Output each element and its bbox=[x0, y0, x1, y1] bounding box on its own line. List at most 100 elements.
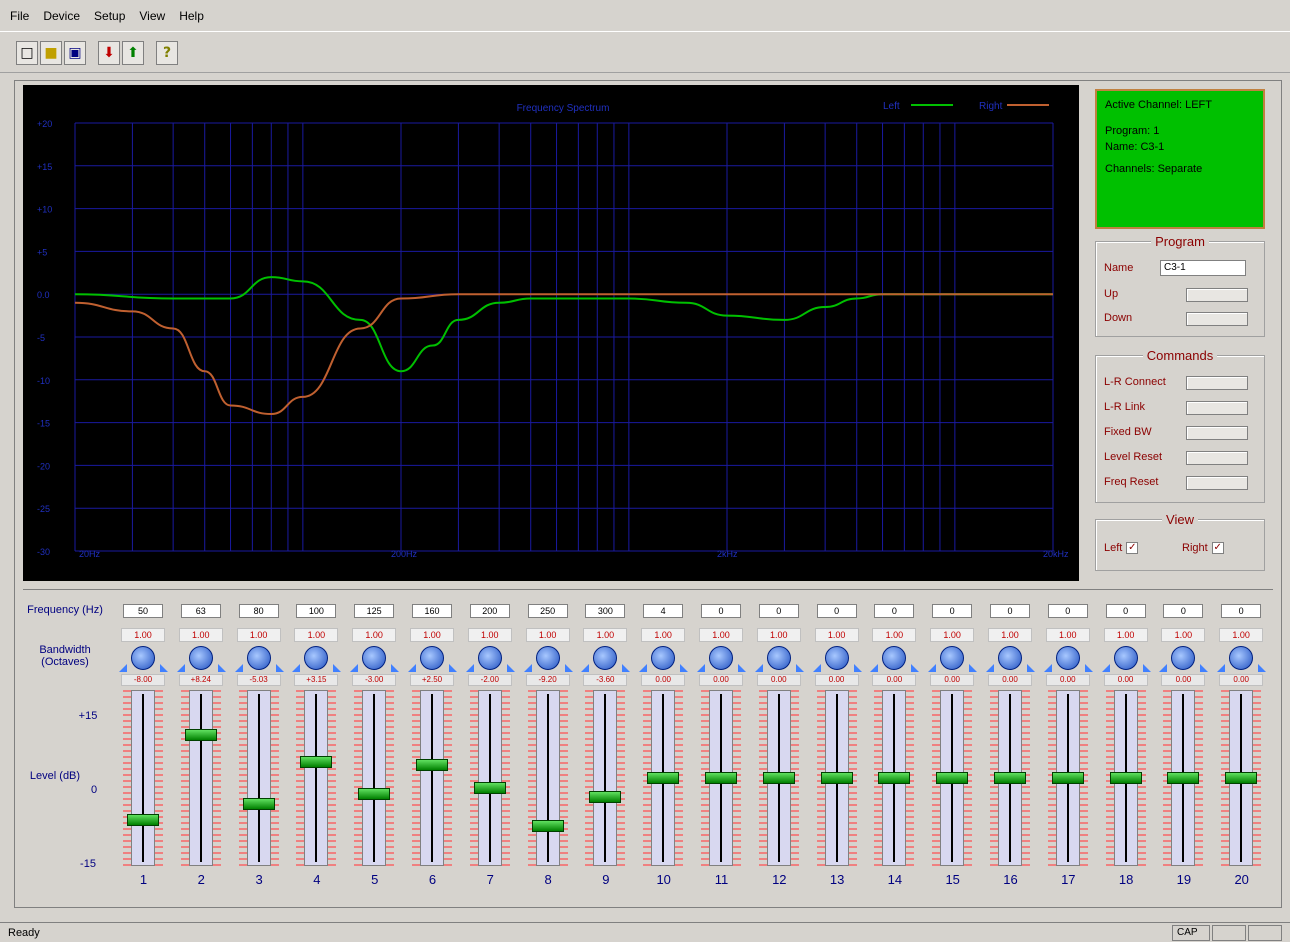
bandwidth-increase-icon[interactable] bbox=[1200, 664, 1209, 672]
band-frequency-input[interactable]: 0 bbox=[758, 604, 799, 618]
band-frequency-input[interactable]: 50 bbox=[123, 604, 163, 618]
level-slider-thumb[interactable] bbox=[300, 756, 333, 768]
level-slider-track[interactable] bbox=[758, 690, 799, 866]
bandwidth-decrease-icon[interactable] bbox=[870, 664, 879, 672]
bandwidth-increase-icon[interactable] bbox=[853, 664, 862, 672]
bandwidth-decrease-icon[interactable] bbox=[812, 664, 821, 672]
band-frequency-input[interactable]: 0 bbox=[816, 604, 857, 618]
bandwidth-increase-icon[interactable] bbox=[1084, 664, 1093, 672]
level-slider-track[interactable] bbox=[123, 690, 163, 866]
lr-connect-button[interactable] bbox=[1186, 376, 1248, 390]
bandwidth-knob[interactable] bbox=[304, 646, 329, 670]
level-slider-thumb[interactable] bbox=[127, 814, 159, 826]
level-slider-thumb[interactable] bbox=[1225, 772, 1258, 784]
bandwidth-knob[interactable] bbox=[477, 646, 502, 670]
freq-reset-button[interactable] bbox=[1186, 476, 1248, 490]
level-slider-track[interactable] bbox=[180, 690, 221, 866]
band-frequency-input[interactable]: 0 bbox=[932, 604, 973, 618]
level-slider-thumb[interactable] bbox=[1167, 772, 1200, 784]
level-slider-track[interactable] bbox=[1047, 690, 1088, 866]
save-disk-icon[interactable]: ▣ bbox=[64, 40, 86, 65]
level-slider-thumb[interactable] bbox=[589, 791, 622, 803]
band-frequency-input[interactable]: 0 bbox=[1047, 604, 1088, 618]
bandwidth-increase-icon[interactable] bbox=[1142, 664, 1151, 672]
fixed-bw-button[interactable] bbox=[1186, 426, 1248, 440]
menu-file[interactable]: File bbox=[10, 8, 30, 23]
menu-help[interactable]: Help bbox=[179, 8, 204, 23]
bandwidth-knob[interactable] bbox=[1055, 646, 1080, 670]
bandwidth-decrease-icon[interactable] bbox=[754, 664, 763, 672]
level-slider-thumb[interactable] bbox=[820, 772, 853, 784]
bandwidth-decrease-icon[interactable] bbox=[350, 664, 359, 672]
level-slider-thumb[interactable] bbox=[1051, 772, 1084, 784]
bandwidth-decrease-icon[interactable] bbox=[1043, 664, 1052, 672]
upload-arrow-icon[interactable]: ⬆ bbox=[122, 40, 144, 65]
level-slider-track[interactable] bbox=[469, 690, 510, 866]
level-slider-thumb[interactable] bbox=[762, 772, 795, 784]
bandwidth-knob[interactable] bbox=[1171, 646, 1196, 670]
bandwidth-decrease-icon[interactable] bbox=[1101, 664, 1110, 672]
bandwidth-decrease-icon[interactable] bbox=[523, 664, 532, 672]
level-slider-thumb[interactable] bbox=[184, 729, 217, 741]
level-slider-track[interactable] bbox=[412, 690, 452, 866]
bandwidth-increase-icon[interactable] bbox=[564, 664, 573, 672]
level-slider-thumb[interactable] bbox=[416, 759, 448, 771]
level-slider-track[interactable] bbox=[701, 690, 741, 866]
level-slider-track[interactable] bbox=[238, 690, 279, 866]
band-frequency-input[interactable]: 0 bbox=[990, 604, 1030, 618]
band-frequency-input[interactable]: 0 bbox=[874, 604, 915, 618]
band-frequency-input[interactable]: 200 bbox=[469, 604, 510, 618]
level-slider-track[interactable] bbox=[527, 690, 568, 866]
bandwidth-decrease-icon[interactable] bbox=[639, 664, 648, 672]
bandwidth-knob[interactable] bbox=[940, 646, 965, 670]
band-frequency-input[interactable]: 125 bbox=[354, 604, 395, 618]
program-down-button[interactable] bbox=[1186, 312, 1248, 326]
bandwidth-knob[interactable] bbox=[246, 646, 271, 670]
bandwidth-decrease-icon[interactable] bbox=[234, 664, 243, 672]
bandwidth-increase-icon[interactable] bbox=[217, 664, 226, 672]
view-right-checkbox[interactable]: ✓ bbox=[1211, 542, 1224, 555]
bandwidth-knob[interactable] bbox=[131, 646, 155, 670]
bandwidth-knob[interactable] bbox=[651, 646, 676, 670]
level-slider-track[interactable] bbox=[1105, 690, 1146, 866]
bandwidth-increase-icon[interactable] bbox=[275, 664, 284, 672]
band-frequency-input[interactable]: 0 bbox=[1221, 604, 1262, 618]
level-slider-thumb[interactable] bbox=[647, 772, 680, 784]
bandwidth-knob[interactable] bbox=[824, 646, 849, 670]
new-file-icon[interactable]: □ bbox=[16, 40, 38, 65]
bandwidth-knob[interactable] bbox=[188, 646, 213, 670]
bandwidth-increase-icon[interactable] bbox=[795, 664, 804, 672]
program-up-button[interactable] bbox=[1186, 288, 1248, 302]
level-slider-thumb[interactable] bbox=[705, 772, 737, 784]
menu-setup[interactable]: Setup bbox=[94, 8, 126, 23]
level-slider-track[interactable] bbox=[874, 690, 915, 866]
level-slider-track[interactable] bbox=[1163, 690, 1204, 866]
band-frequency-input[interactable]: 80 bbox=[238, 604, 279, 618]
level-slider-track[interactable] bbox=[1221, 690, 1262, 866]
bandwidth-decrease-icon[interactable] bbox=[986, 664, 994, 672]
bandwidth-increase-icon[interactable] bbox=[969, 664, 978, 672]
bandwidth-increase-icon[interactable] bbox=[1027, 664, 1035, 672]
bandwidth-knob[interactable] bbox=[1113, 646, 1138, 670]
bandwidth-knob[interactable] bbox=[593, 646, 618, 670]
bandwidth-decrease-icon[interactable] bbox=[697, 664, 705, 672]
bandwidth-increase-icon[interactable] bbox=[160, 664, 168, 672]
bandwidth-decrease-icon[interactable] bbox=[408, 664, 416, 672]
bandwidth-knob[interactable] bbox=[1229, 646, 1254, 670]
bandwidth-decrease-icon[interactable] bbox=[176, 664, 185, 672]
level-slider-thumb[interactable] bbox=[242, 798, 275, 810]
help-icon[interactable]: ? bbox=[156, 40, 178, 65]
open-folder-icon[interactable]: ■ bbox=[40, 40, 62, 65]
bandwidth-decrease-icon[interactable] bbox=[292, 664, 301, 672]
menu-view[interactable]: View bbox=[139, 8, 166, 23]
bandwidth-increase-icon[interactable] bbox=[506, 664, 515, 672]
level-slider-track[interactable] bbox=[643, 690, 684, 866]
bandwidth-increase-icon[interactable] bbox=[1258, 664, 1267, 672]
bandwidth-decrease-icon[interactable] bbox=[465, 664, 474, 672]
bandwidth-increase-icon[interactable] bbox=[738, 664, 746, 672]
download-arrow-icon[interactable]: ⬇ bbox=[98, 40, 120, 65]
bandwidth-increase-icon[interactable] bbox=[680, 664, 689, 672]
lr-link-button[interactable] bbox=[1186, 401, 1248, 415]
level-slider-thumb[interactable] bbox=[531, 820, 564, 832]
bandwidth-decrease-icon[interactable] bbox=[928, 664, 937, 672]
